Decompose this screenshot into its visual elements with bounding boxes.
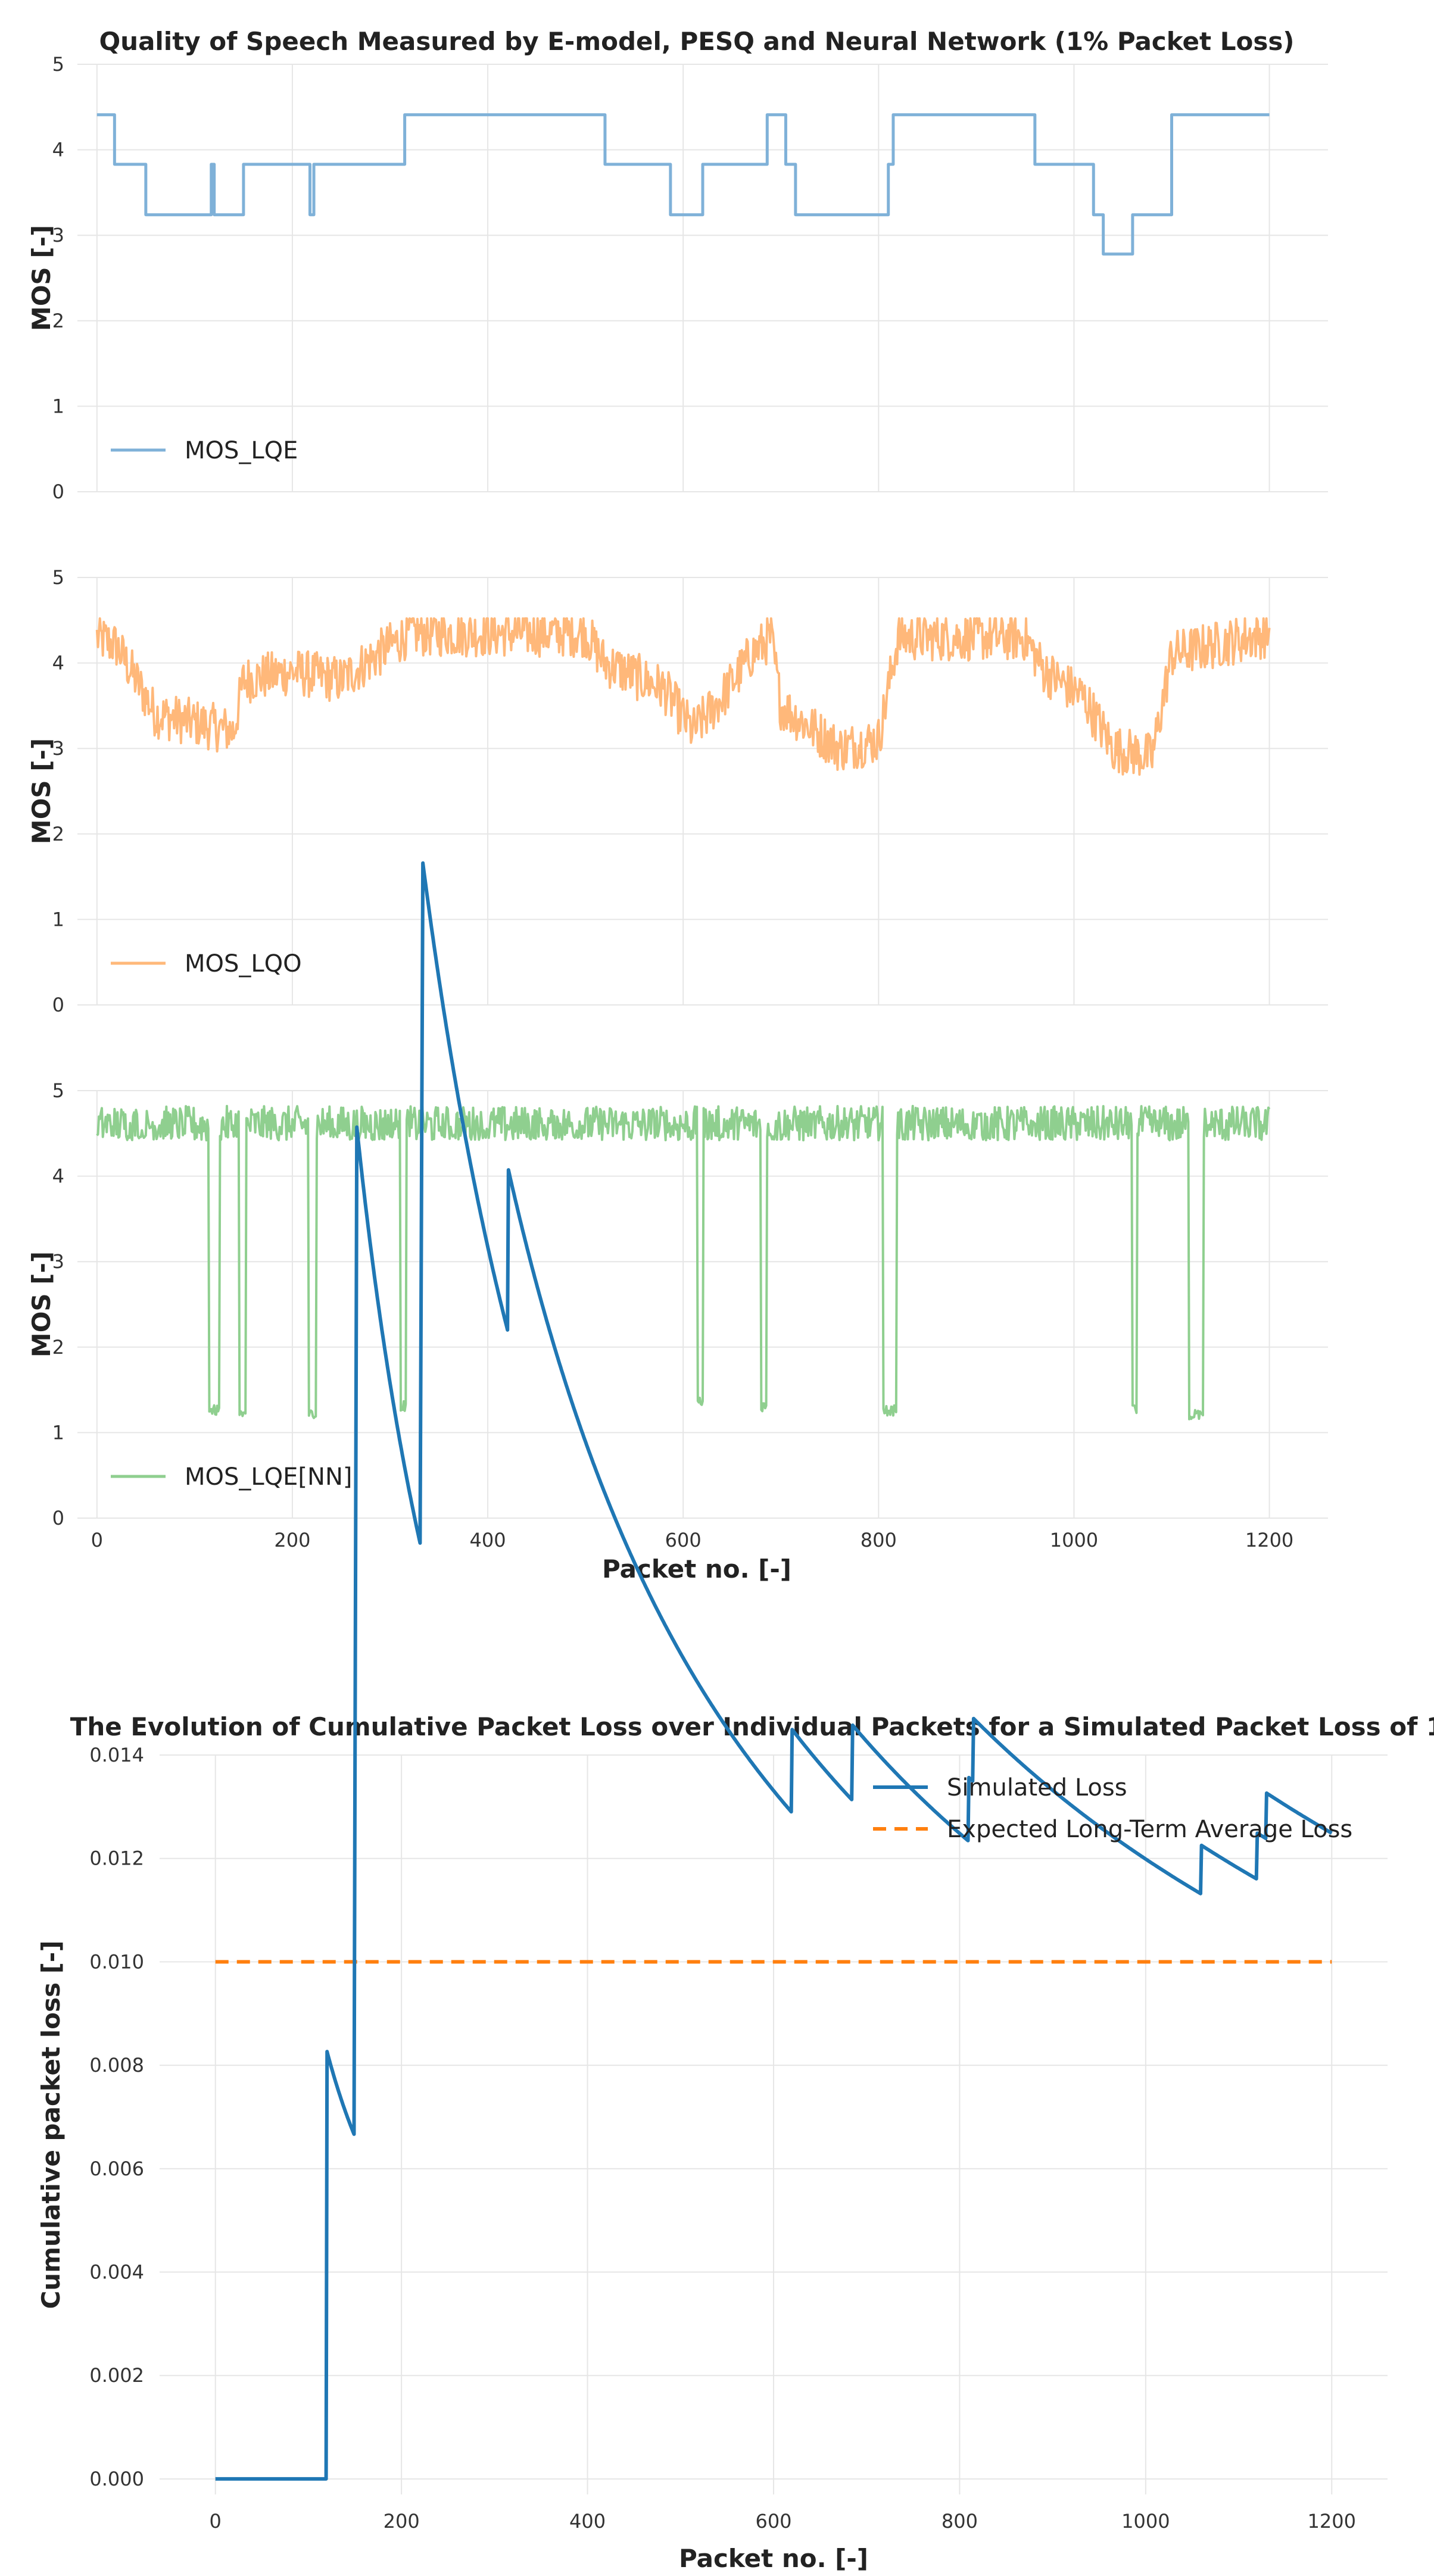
y-tick-label: 1 <box>52 395 64 417</box>
x-tick-label: 800 <box>861 1529 897 1551</box>
x-tick-label: 600 <box>665 1529 702 1551</box>
x-axis-label: Packet no. [-] <box>679 2544 868 2573</box>
y-tick-label: 0 <box>52 480 64 503</box>
y-tick-label: 0 <box>52 1507 64 1529</box>
y-tick-label: 2 <box>52 1336 64 1359</box>
y-axis-label: Cumulative packet loss [-] <box>36 1940 66 2309</box>
y-tick-label: 0.014 <box>89 1744 144 1766</box>
x-tick-label: 200 <box>384 2510 420 2533</box>
y-tick-label: 5 <box>52 566 64 589</box>
x-tick-label: 0 <box>91 1529 103 1551</box>
mos-panel-1: 0 1 2 3 4 5 MOS [-] MOS_LQE <box>27 53 1328 503</box>
y-tick-label: 4 <box>52 652 64 675</box>
y-tick-label: 0.000 <box>89 2468 144 2490</box>
y-axis-label: MOS [-] <box>27 1251 56 1357</box>
legend-label: MOS_LQE <box>185 437 298 464</box>
y-tick-label: 0.010 <box>89 1950 144 1973</box>
legend-label-simulated: Simulated Loss <box>947 1774 1127 1801</box>
mos-panel-2: 0 1 2 3 4 5 MOS [-] MOS_LQO <box>27 566 1328 1016</box>
x-tick-label: 800 <box>942 2510 978 2533</box>
simulated-loss-line <box>214 861 1333 2481</box>
x-tick-label: 400 <box>569 2510 606 2533</box>
y-tick-label: 0.002 <box>89 2364 144 2387</box>
series-line-mos-lqe-nn- <box>96 1104 1271 1420</box>
y-tick-label: 0 <box>52 994 64 1016</box>
series-line-mos-lqe <box>96 113 1270 256</box>
x-tick-label: 1000 <box>1050 1529 1098 1551</box>
x-tick-label: 1200 <box>1245 1529 1293 1551</box>
y-tick-label: 0.012 <box>89 1847 144 1870</box>
y-tick-label: 5 <box>52 53 64 76</box>
y-tick-label: 3 <box>52 1250 64 1273</box>
cumulative-loss-chart: 0.000 0.002 0.004 0.006 0.008 0.010 0.012 0.014… <box>36 861 1388 2573</box>
legend-label-expected: Expected Long-Term Average Loss <box>947 1816 1352 1843</box>
y-tick-label: 4 <box>52 139 64 161</box>
mos-panels: 0 1 2 3 4 5 MOS [-] MOS_LQE 0 1 2 3 4 5 MOS [-] MOS_LQO… <box>27 53 1328 1551</box>
y-tick-label: 3 <box>52 737 64 760</box>
figure2-title: The Evolution of Cumulative Packet Loss … <box>70 1712 1434 1741</box>
y-tick-label: 5 <box>52 1079 64 1102</box>
x-tick-label: 600 <box>755 2510 791 2533</box>
y-axis-label: MOS [-] <box>27 738 56 844</box>
x-tick-label: 200 <box>274 1529 310 1551</box>
y-axis-label: MOS [-] <box>27 225 56 331</box>
figure1-title: Quality of Speech Measured by E-model, P… <box>99 27 1294 56</box>
y-tick-label: 1 <box>52 908 64 931</box>
x-tick-label: 1200 <box>1308 2510 1356 2533</box>
legend-label: MOS_LQO <box>185 950 302 978</box>
legend-label: MOS_LQE[NN] <box>185 1463 352 1491</box>
figure1-xlabel: Packet no. [-] <box>602 1554 791 1584</box>
x-tick-label: 0 <box>210 2510 222 2533</box>
y-tick-label: 0.004 <box>89 2261 144 2284</box>
mos-panel-3: 0 1 2 3 4 5 0 200 400 600 800 1000 1200 MOS [-] MOS_LQ… <box>27 1079 1328 1551</box>
y-tick-label: 4 <box>52 1165 64 1188</box>
y-tick-label: 2 <box>52 823 64 845</box>
series-line-mos-lqo <box>95 617 1271 776</box>
y-tick-label: 2 <box>52 310 64 332</box>
y-tick-label: 1 <box>52 1421 64 1444</box>
x-tick-label: 1000 <box>1121 2510 1170 2533</box>
y-tick-label: 0.008 <box>89 2054 144 2077</box>
y-tick-label: 0.006 <box>89 2157 144 2180</box>
y-tick-label: 3 <box>52 224 64 246</box>
x-tick-label: 400 <box>470 1529 506 1551</box>
